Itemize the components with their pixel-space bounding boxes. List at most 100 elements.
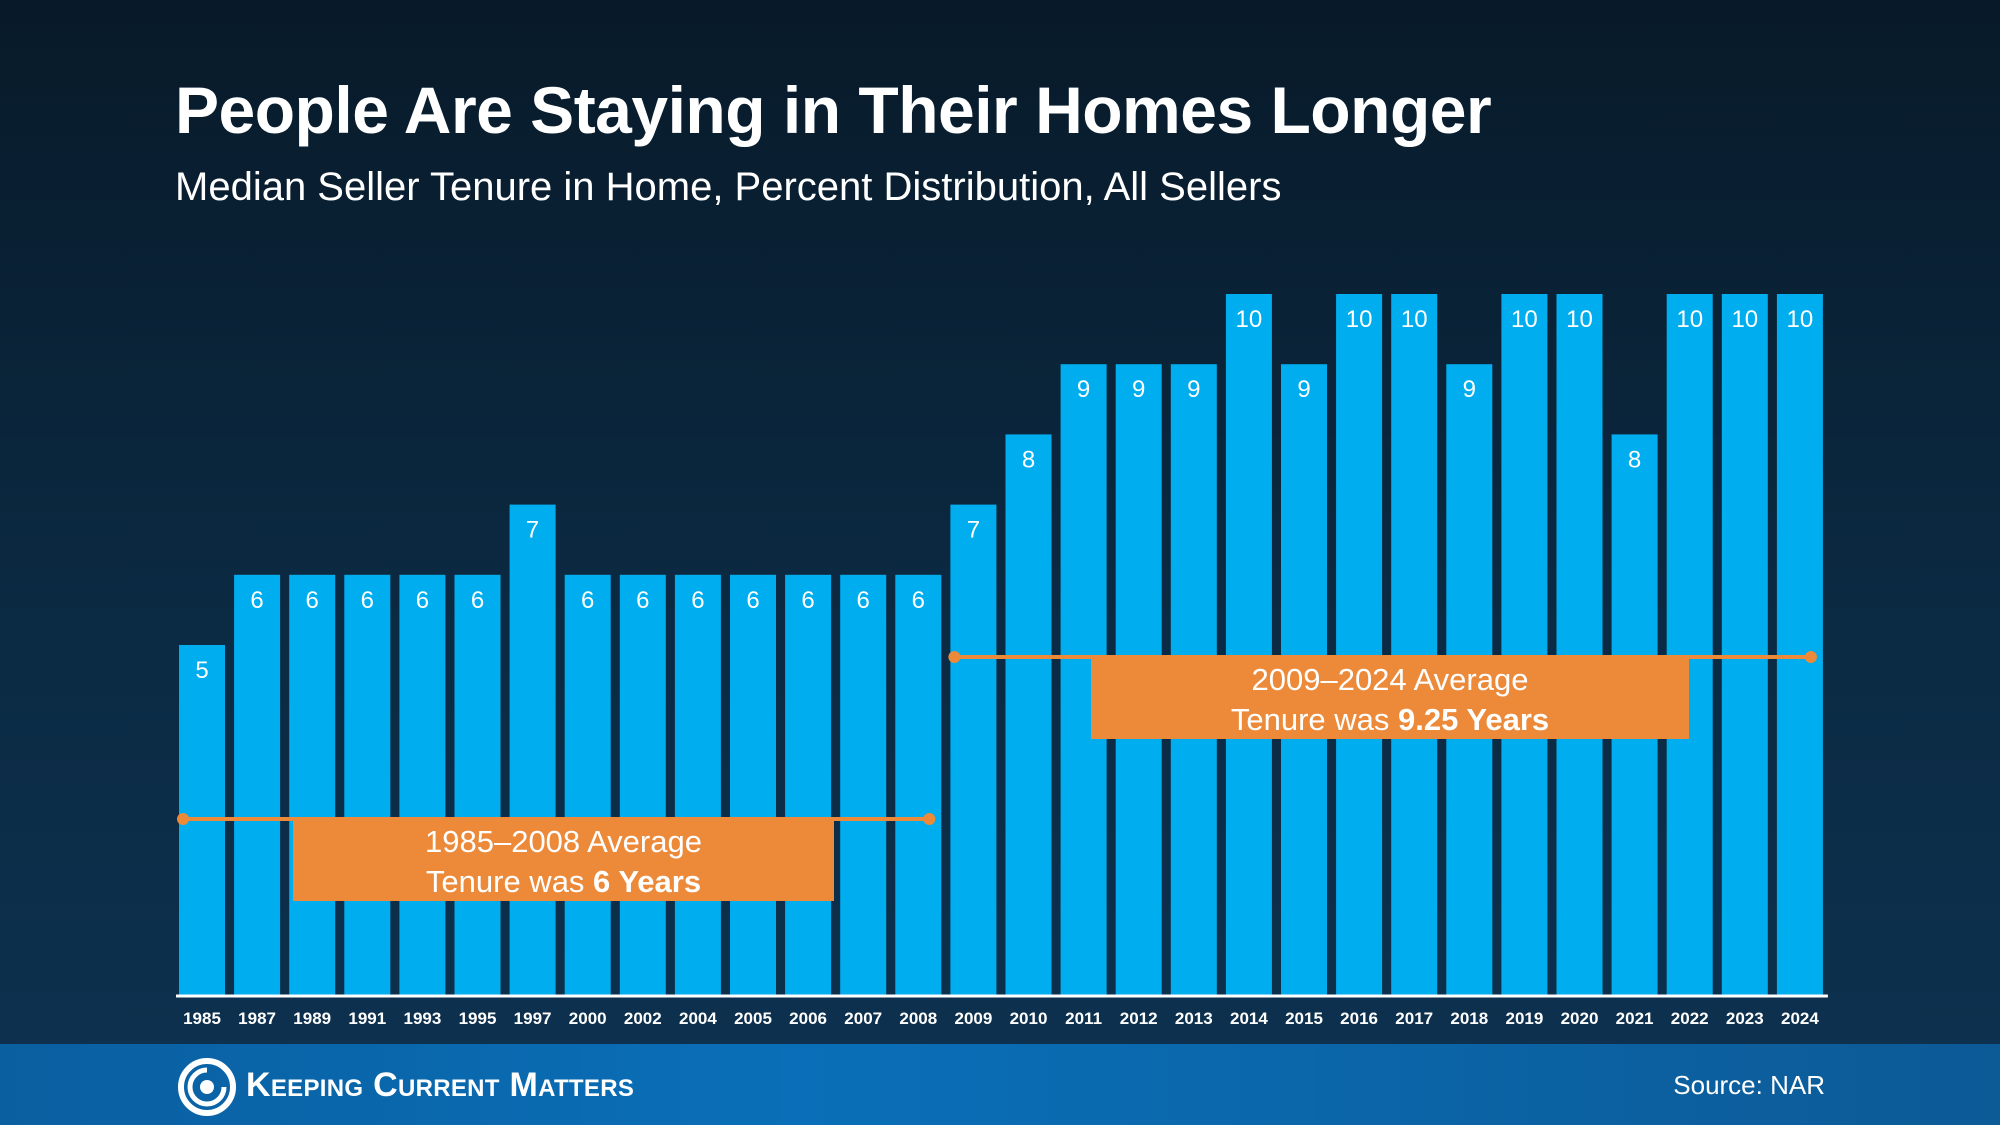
average-callout-line2: Tenure was 9.25 Years — [1231, 702, 1549, 737]
average-callout-line2: Tenure was 6 Years — [426, 864, 701, 899]
tick-label-2009: 2009 — [954, 1009, 992, 1028]
average-callout-line1: 2009–2024 Average — [1252, 662, 1529, 697]
annotations-group: 1985–2008 Average Tenure was 6 Years 2009–… — [177, 651, 1817, 901]
bar-2020 — [1556, 294, 1603, 996]
bar-2007 — [840, 574, 887, 996]
value-label-2019: 10 — [1511, 306, 1538, 333]
value-label-2013: 9 — [1187, 376, 1200, 403]
tick-label-2016: 2016 — [1340, 1009, 1378, 1028]
tick-label-1993: 1993 — [403, 1009, 441, 1028]
value-label-2000: 6 — [581, 587, 594, 614]
kcm-swirl-icon — [178, 1058, 236, 1116]
average-line-end-dot — [1804, 651, 1817, 663]
value-label-1995: 6 — [471, 587, 484, 614]
tick-label-2011: 2011 — [1065, 1009, 1102, 1028]
tick-label-2005: 2005 — [734, 1009, 772, 1028]
bar-1991 — [344, 574, 391, 996]
tick-label-2006: 2006 — [789, 1009, 827, 1028]
tick-label-1987: 1987 — [238, 1009, 276, 1028]
chart-title: People Are Staying in Their Homes Longer — [175, 73, 1492, 147]
tick-label-2007: 2007 — [844, 1009, 882, 1028]
bar-1993 — [399, 574, 446, 996]
tick-label-2017: 2017 — [1395, 1009, 1433, 1028]
tick-label-2023: 2023 — [1726, 1009, 1764, 1028]
tick-label-1989: 1989 — [293, 1009, 331, 1028]
average-line-start-dot — [177, 813, 189, 825]
bar-chart: 5 6 6 6 6 6 7 6 6 6 6 6 6 6 7 8 9 9 9 10 9 10 10 9 10 10 8 10 10 10 1… — [177, 294, 1823, 1028]
tick-label-1995: 1995 — [459, 1009, 497, 1028]
value-label-1991: 6 — [361, 587, 374, 614]
value-labels-group: 5 6 6 6 6 6 7 6 6 6 6 6 6 6 7 8 9 9 9 10 9 10 10 9 10 10 8 10 10 10 — [195, 306, 1813, 684]
value-label-1987: 6 — [250, 587, 263, 614]
value-label-2002: 6 — [636, 587, 649, 614]
brand-name: Keeping Current Matters — [246, 1066, 635, 1104]
tick-label-1985: 1985 — [183, 1009, 221, 1028]
chart-subtitle: Median Seller Tenure in Home, Percent Di… — [175, 165, 1282, 209]
tick-label-2019: 2019 — [1505, 1009, 1543, 1028]
value-label-2009: 7 — [967, 517, 980, 544]
value-label-2024: 10 — [1787, 306, 1814, 333]
bar-2000 — [564, 574, 611, 996]
value-label-1997: 7 — [526, 517, 539, 544]
value-label-2008: 6 — [912, 587, 925, 614]
bar-2006 — [785, 574, 832, 996]
tick-label-2002: 2002 — [624, 1009, 662, 1028]
value-label-2007: 6 — [857, 587, 870, 614]
bar-2014 — [1225, 294, 1272, 996]
tick-label-2012: 2012 — [1120, 1009, 1158, 1028]
bar-2005 — [730, 574, 776, 996]
tick-label-2020: 2020 — [1561, 1009, 1599, 1028]
value-label-2010: 8 — [1022, 446, 1035, 473]
value-label-2004: 6 — [691, 587, 704, 614]
bar-1989 — [289, 574, 336, 996]
tick-label-1991: 1991 — [348, 1009, 386, 1028]
tick-label-2022: 2022 — [1671, 1009, 1709, 1028]
value-label-2022: 10 — [1676, 306, 1703, 333]
bar-2023 — [1721, 294, 1768, 996]
value-label-2023: 10 — [1731, 306, 1758, 333]
bar-2010 — [1005, 434, 1052, 996]
value-label-2006: 6 — [801, 587, 814, 614]
value-label-2018: 9 — [1463, 376, 1476, 403]
value-label-1985: 5 — [195, 657, 208, 684]
value-label-2011: 9 — [1077, 376, 1090, 403]
bar-2004 — [674, 574, 721, 996]
bar-2019 — [1501, 294, 1548, 996]
tick-label-2010: 2010 — [1010, 1009, 1048, 1028]
tick-label-2014: 2014 — [1230, 1009, 1268, 1028]
footer-bar: Keeping Current Matters Source: NAR — [0, 1044, 2000, 1125]
value-label-2015: 9 — [1297, 376, 1310, 403]
bar-1995 — [454, 574, 501, 996]
tick-label-2004: 2004 — [679, 1009, 717, 1028]
value-label-2005: 6 — [746, 587, 759, 614]
value-label-2021: 8 — [1628, 446, 1641, 473]
tick-label-2021: 2021 — [1616, 1009, 1654, 1028]
bar-2016 — [1336, 294, 1383, 996]
bar-2002 — [619, 574, 666, 996]
tick-label-2024: 2024 — [1781, 1009, 1819, 1028]
bar-1987 — [234, 574, 281, 996]
average-callout-box-1985-2008 — [293, 819, 834, 901]
average-line-start-dot — [948, 651, 961, 663]
bar-2017 — [1391, 294, 1438, 996]
value-label-2014: 10 — [1236, 306, 1263, 333]
bar-2022 — [1666, 294, 1713, 996]
average-callout-value: 9.25 Years — [1398, 702, 1549, 737]
tick-label-2008: 2008 — [899, 1009, 937, 1028]
value-label-2017: 10 — [1401, 306, 1428, 333]
value-label-2012: 9 — [1132, 376, 1145, 403]
bar-1997 — [509, 504, 556, 996]
tick-label-2000: 2000 — [569, 1009, 607, 1028]
tick-label-1997: 1997 — [514, 1009, 552, 1028]
average-line-end-dot — [923, 813, 936, 825]
tick-label-2015: 2015 — [1285, 1009, 1323, 1028]
value-label-2016: 10 — [1346, 306, 1373, 333]
average-callout-line1: 1985–2008 Average — [425, 824, 702, 859]
tick-label-2018: 2018 — [1450, 1009, 1488, 1028]
bar-2008 — [895, 574, 942, 996]
bars-group — [179, 294, 1823, 996]
source-text: Source: NAR — [1673, 1070, 1825, 1100]
average-callout-value: 6 Years — [593, 864, 701, 899]
average-callout-prefix: Tenure was — [426, 864, 593, 899]
average-callout-box-2009-2024 — [1091, 657, 1689, 739]
